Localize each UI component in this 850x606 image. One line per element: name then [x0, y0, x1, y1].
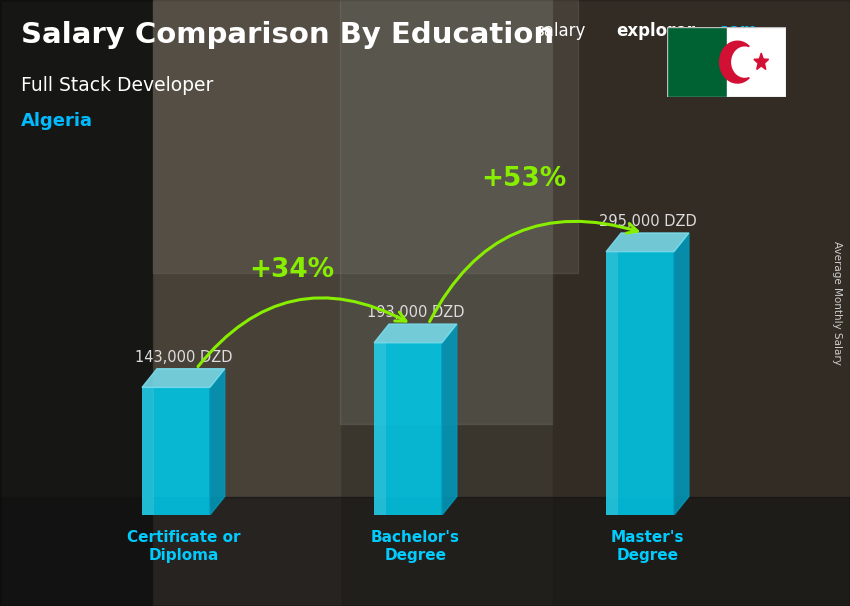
- Bar: [727, 27, 786, 97]
- Text: Average Monthly Salary: Average Monthly Salary: [832, 241, 842, 365]
- Text: 193,000 DZD: 193,000 DZD: [366, 305, 464, 320]
- Polygon shape: [142, 368, 224, 387]
- Text: +34%: +34%: [249, 257, 335, 283]
- Wedge shape: [720, 41, 749, 83]
- Polygon shape: [674, 233, 689, 515]
- Bar: [374, 343, 442, 515]
- Text: Algeria: Algeria: [21, 112, 94, 130]
- Text: Certificate or
Diploma: Certificate or Diploma: [127, 530, 241, 563]
- Bar: [142, 387, 154, 515]
- Polygon shape: [210, 368, 224, 515]
- Text: +53%: +53%: [481, 165, 567, 191]
- Polygon shape: [374, 324, 456, 343]
- Polygon shape: [606, 233, 688, 251]
- Bar: [606, 251, 618, 515]
- Text: Master's
Degree: Master's Degree: [611, 530, 684, 563]
- Bar: [153, 0, 340, 606]
- Text: Full Stack Developer: Full Stack Developer: [21, 76, 213, 95]
- Polygon shape: [754, 53, 768, 70]
- Circle shape: [732, 47, 757, 77]
- Bar: [374, 343, 386, 515]
- Bar: [606, 251, 674, 515]
- Polygon shape: [442, 324, 456, 515]
- Text: 295,000 DZD: 295,000 DZD: [598, 214, 696, 229]
- Bar: [667, 27, 727, 97]
- Bar: [0, 497, 850, 606]
- Text: 143,000 DZD: 143,000 DZD: [134, 350, 232, 365]
- Bar: [142, 387, 210, 515]
- Text: salary: salary: [536, 22, 586, 41]
- Text: .com: .com: [712, 22, 757, 41]
- Text: Salary Comparison By Education: Salary Comparison By Education: [21, 21, 554, 49]
- Bar: [153, 0, 578, 273]
- Bar: [552, 0, 850, 606]
- Bar: [340, 0, 552, 424]
- Text: explorer: explorer: [616, 22, 695, 41]
- Text: Bachelor's
Degree: Bachelor's Degree: [371, 530, 460, 563]
- Bar: [0, 0, 153, 606]
